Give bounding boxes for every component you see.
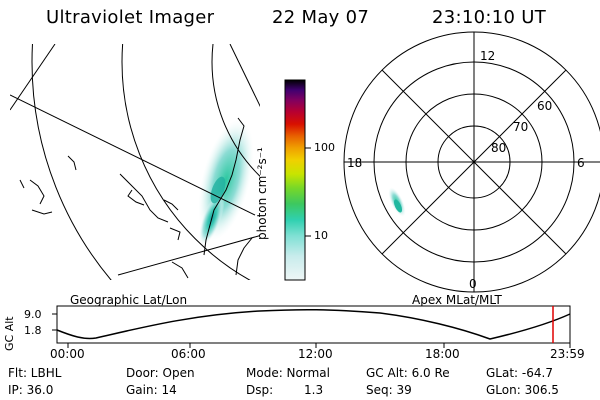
info-flt: Flt: LBHL — [8, 366, 62, 380]
info-mode: Mode: Normal — [246, 366, 330, 380]
altitude-ylabel: GC Alt — [3, 316, 16, 351]
info-glat: GLat: -64.7 — [486, 366, 553, 380]
time-tick-1200: 12:00 — [298, 347, 333, 361]
info-gc-alt: GC Alt: 6.0 Re — [366, 366, 450, 380]
altitude-ytick-9: 9.0 — [24, 308, 42, 321]
mlt-label-12: 12 — [480, 49, 496, 63]
info-dsp-value: 1.3 — [304, 383, 324, 397]
mlt-label-0: 0 — [469, 277, 477, 291]
mlat-label-70: 70 — [513, 120, 529, 134]
mlt-label-18: 18 — [347, 156, 363, 170]
info-glon: GLon: 306.5 — [486, 383, 559, 397]
graticule — [10, 44, 260, 280]
time-tick-0000: 00:00 — [50, 347, 85, 361]
info-seq: Seq: 39 — [366, 383, 412, 397]
colorbar-tick-10: 10 — [314, 229, 328, 242]
info-dsp-label: Dsp: — [246, 383, 274, 397]
apex-panel-label: Apex MLat/MLT — [412, 293, 502, 307]
colorbar — [284, 79, 311, 281]
time-tick-1800: 18:00 — [425, 347, 460, 361]
coastlines — [19, 117, 253, 279]
instrument-title: Ultraviolet Imager — [46, 7, 215, 28]
time-tick-2359: 23:59 — [550, 347, 585, 361]
altitude-track-plot — [52, 305, 571, 348]
info-gain: Gain: 14 — [126, 383, 177, 397]
apex-polar-plot — [343, 31, 600, 293]
altitude-ytick-1-8: 1.8 — [24, 324, 42, 337]
info-door: Door: Open — [126, 366, 195, 380]
time-tick-0600: 06:00 — [171, 347, 206, 361]
time-label: 23:10:10 UT — [432, 7, 547, 28]
aurora-emission-apex — [388, 187, 406, 217]
colorbar-tick-100: 100 — [314, 141, 335, 154]
geo-panel-label: Geographic Lat/Lon — [70, 293, 188, 307]
info-ip: IP: 36.0 — [8, 383, 54, 397]
geographic-map — [10, 44, 260, 280]
mlt-label-6: 6 — [577, 156, 585, 170]
mlat-label-80: 80 — [491, 141, 507, 155]
aurora-emission-geo — [198, 119, 254, 245]
date-label: 22 May 07 — [272, 7, 370, 28]
mlat-label-60: 60 — [537, 99, 553, 113]
colorbar-unit-label: photon cm⁻²s⁻¹ — [255, 147, 269, 240]
